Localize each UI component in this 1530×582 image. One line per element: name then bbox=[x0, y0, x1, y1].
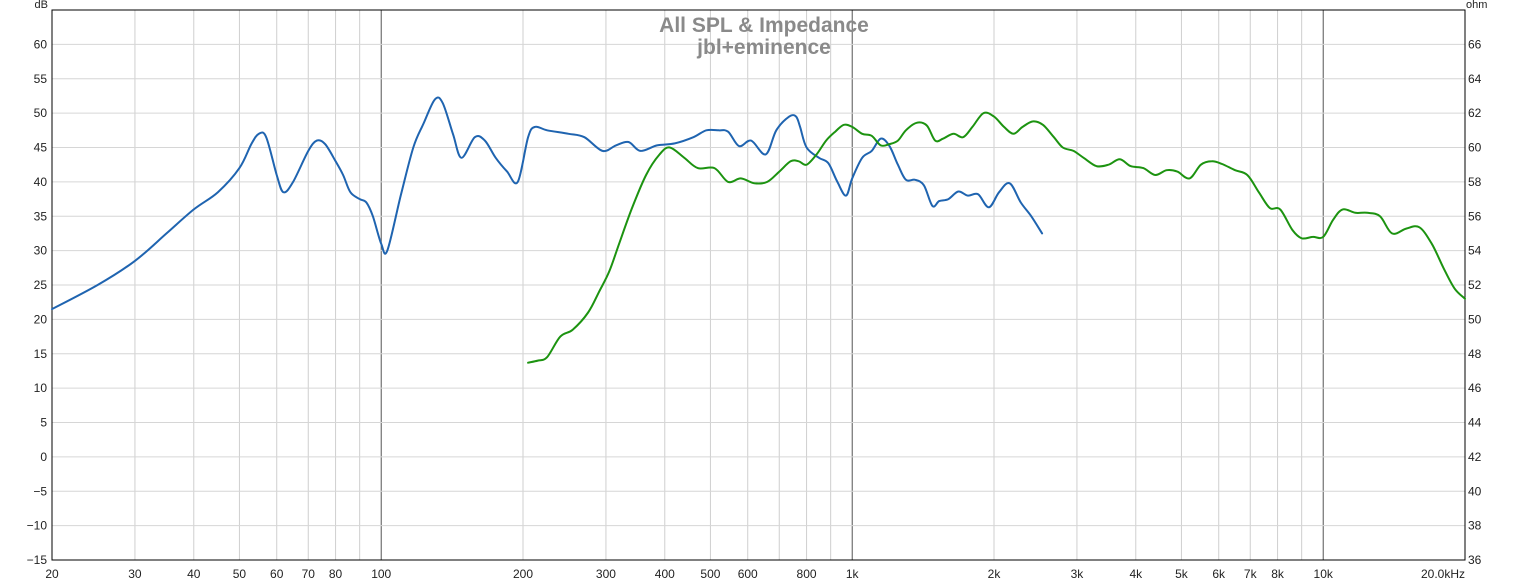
y-tick-label: 25 bbox=[34, 278, 48, 292]
y-tick-label: 10 bbox=[34, 381, 48, 395]
chart-subtitle: jbl+eminence bbox=[696, 36, 831, 59]
y2-tick-label: 50 bbox=[1468, 312, 1482, 326]
y-tick-label: 50 bbox=[34, 106, 48, 120]
x-tick-label: 7k bbox=[1244, 567, 1258, 581]
x-tick-label: 800 bbox=[797, 567, 817, 581]
y2-tick-label: 36 bbox=[1468, 553, 1482, 567]
grid-lines bbox=[51, 10, 1466, 561]
x-tick-label: 5k bbox=[1175, 567, 1189, 581]
y-tick-label: 30 bbox=[34, 244, 48, 258]
x-tick-label: 600 bbox=[738, 567, 758, 581]
x-tick-label: 30 bbox=[128, 567, 142, 581]
x-tick-label: 10k bbox=[1314, 567, 1334, 581]
y2-tick-label: 66 bbox=[1468, 37, 1482, 51]
y2-tick-label: 52 bbox=[1468, 278, 1482, 292]
x-tick-label: 8k bbox=[1271, 567, 1285, 581]
x-tick-label: 70 bbox=[302, 567, 316, 581]
x-tick-label: 300 bbox=[596, 567, 616, 581]
x-tick-label: 3k bbox=[1071, 567, 1085, 581]
y2-tick-label: 46 bbox=[1468, 381, 1482, 395]
y-tick-label: 5 bbox=[40, 416, 47, 430]
y2-tick-label: 62 bbox=[1468, 106, 1482, 120]
y-tick-label: −5 bbox=[33, 484, 47, 498]
x-tick-label: 4k bbox=[1129, 567, 1143, 581]
y-tick-label: 35 bbox=[34, 209, 48, 223]
x-tick-label: 100 bbox=[371, 567, 391, 581]
y-tick-label: 40 bbox=[34, 175, 48, 189]
chart-title: All SPL & Impedance bbox=[659, 14, 869, 37]
y-tick-label: 0 bbox=[40, 450, 47, 464]
y2-tick-label: 54 bbox=[1468, 244, 1482, 258]
x-tick-label: 20 bbox=[45, 567, 59, 581]
y2-tick-label: 48 bbox=[1468, 347, 1482, 361]
x-tick-label: 6k bbox=[1212, 567, 1226, 581]
x-tick-labels: 20 30 40 50 60 70 80 100 200 300 400 500 600 800 1k 2k 3… bbox=[45, 567, 1465, 581]
y2-tick-label: 56 bbox=[1468, 209, 1482, 223]
y2-tick-labels: 66 64 62 60 58 56 54 52 50 48 46 44 42 40 38 36 bbox=[1468, 37, 1482, 567]
left-axis-unit: dB bbox=[35, 0, 48, 11]
x-tick-label: 400 bbox=[655, 567, 675, 581]
y-tick-label: 45 bbox=[34, 141, 48, 155]
y2-tick-label: 58 bbox=[1468, 175, 1482, 189]
x-tick-label: 500 bbox=[700, 567, 720, 581]
y-tick-label: 60 bbox=[34, 37, 48, 51]
x-tick-label: 1k bbox=[846, 567, 860, 581]
y-tick-label: 15 bbox=[34, 347, 48, 361]
y2-tick-label: 44 bbox=[1468, 416, 1482, 430]
series-line-blue bbox=[51, 96, 1044, 311]
y2-tick-label: 42 bbox=[1468, 450, 1482, 464]
x-tick-label: 40 bbox=[187, 567, 201, 581]
x-tick-label: 60 bbox=[270, 567, 284, 581]
y2-tick-label: 38 bbox=[1468, 519, 1482, 533]
y2-tick-label: 64 bbox=[1468, 72, 1482, 86]
right-axis-unit: ohm bbox=[1466, 0, 1487, 11]
series-line-green bbox=[527, 111, 1466, 364]
x-tick-label: 2k bbox=[988, 567, 1002, 581]
x-tick-label: 80 bbox=[329, 567, 343, 581]
series-lines bbox=[51, 96, 1466, 364]
x-tick-label: 200 bbox=[513, 567, 533, 581]
y-tick-label: 20 bbox=[34, 312, 48, 326]
y2-tick-label: 40 bbox=[1468, 484, 1482, 498]
plot-frame bbox=[51, 9, 1466, 561]
x-tick-label: 20.0kHz bbox=[1421, 567, 1465, 581]
y-tick-label: 55 bbox=[34, 72, 48, 86]
y2-tick-label: 60 bbox=[1468, 141, 1482, 155]
y-tick-label: −15 bbox=[27, 553, 48, 567]
y-tick-label: −10 bbox=[27, 519, 48, 533]
x-tick-label: 50 bbox=[233, 567, 247, 581]
